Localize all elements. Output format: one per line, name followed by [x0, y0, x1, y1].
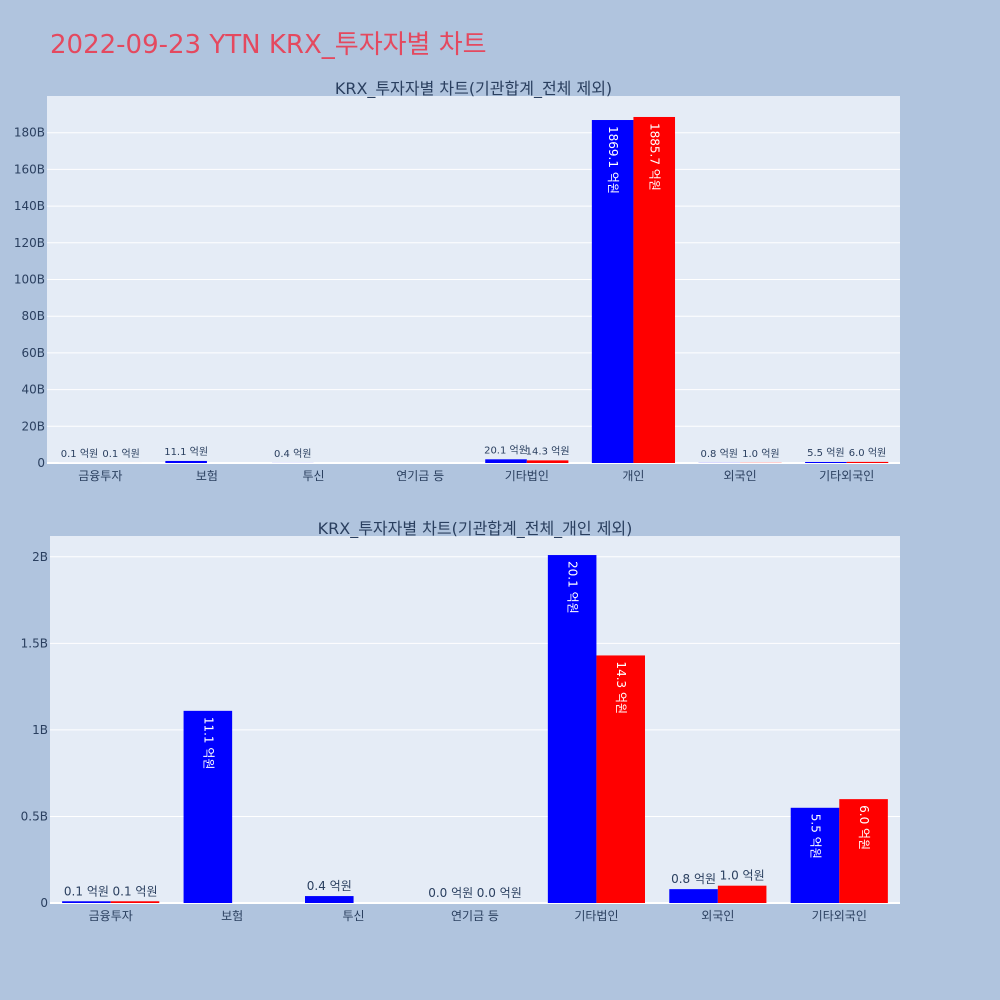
y-tick-label: 40B [21, 383, 45, 397]
y-tick-label: 180B [14, 126, 45, 140]
x-tick-label: 기타외국인 [812, 909, 867, 923]
bar-5-0 [669, 889, 718, 903]
x-tick-label: 기타법인 [505, 469, 549, 483]
data-label: 5.5 억원 [809, 814, 823, 859]
chart-bottom: KRX_투자자별 차트(기관합계_전체_개인 제외) 0 0.5B 1B 1.5B 2B 0… [21, 519, 900, 923]
y-tick-label: 0.5B [21, 809, 48, 823]
bar-7-1 [846, 461, 889, 463]
data-label: 5.5 억원 [807, 447, 844, 459]
bar-1-0 [165, 460, 207, 463]
data-label: 0.4 억원 [307, 879, 352, 893]
data-label: 1.0 억원 [742, 448, 779, 460]
data-label: 0.8 억원 [671, 872, 716, 886]
y-tick-label: 2B [32, 550, 48, 564]
y-tick-label: 0 [37, 456, 45, 470]
y-tick-label: 60B [21, 346, 45, 360]
chart-title: KRX_투자자별 차트(기관합계_전체_개인 제외) [318, 519, 633, 539]
x-tick-label: 기타법인 [574, 909, 618, 923]
x-tick-label: 보험 [196, 469, 218, 483]
data-label: 20.1 억원 [484, 444, 528, 456]
bar-5-1 [717, 885, 767, 903]
y-tick-label: 1.5B [21, 636, 48, 650]
data-label: 0.1 억원 [61, 448, 98, 460]
data-label: 11.1 억원 [164, 446, 208, 458]
data-label: 1885.7 억원 [648, 123, 662, 191]
data-label: 20.1 억원 [566, 561, 580, 614]
bar-4-0 [485, 459, 527, 463]
bar-4-1 [526, 460, 569, 463]
bar-7-0 [805, 461, 847, 463]
plot-area [50, 536, 900, 903]
data-label: 0.1 억원 [64, 884, 109, 898]
bar-1-0 [183, 710, 233, 903]
y-tick-label: 120B [14, 236, 45, 250]
y-tick-label: 100B [14, 273, 45, 287]
y-tick-label: 20B [21, 419, 45, 433]
x-tick-label: 투신 [343, 909, 365, 923]
bar-6-1 [839, 799, 888, 903]
bar-4-0 [547, 555, 597, 903]
data-label: 0.8 억원 [701, 448, 738, 460]
x-tick-label: 연기금 등 [451, 909, 499, 923]
x-tick-label: 기타외국인 [819, 469, 874, 483]
data-label: 0.0 억원 [477, 886, 522, 900]
data-label: 1.0 억원 [720, 869, 765, 883]
bar-5-0 [591, 120, 634, 464]
x-tick-label: 외국인 [724, 469, 757, 483]
x-tick-label: 금융투자 [78, 469, 122, 483]
bar-0-0 [62, 901, 111, 903]
bar-4-1 [596, 655, 645, 903]
data-label: 11.1 억원 [201, 717, 215, 770]
x-tick-label: 투신 [303, 469, 325, 483]
data-label: 14.3 억원 [526, 445, 570, 457]
data-label: 0.1 억원 [102, 448, 139, 460]
bar-5-1 [633, 116, 676, 463]
y-tick-label: 140B [14, 199, 45, 213]
data-label: 1869.1 억원 [606, 126, 620, 194]
x-tick-label: 연기금 등 [396, 469, 444, 483]
y-tick-label: 80B [21, 309, 45, 323]
data-label: 6.0 억원 [849, 447, 886, 459]
page-title: 2022-09-23 YTN KRX_투자자별 차트 [50, 30, 487, 60]
x-tick-label: 보험 [221, 909, 243, 923]
data-label: 0.4 억원 [274, 448, 311, 460]
x-tick-label: 금융투자 [89, 909, 133, 923]
y-tick-label: 160B [14, 162, 45, 176]
data-label: 6.0 억원 [857, 805, 871, 850]
chart-title: KRX_투자자별 차트(기관합계_전체 제외) [335, 79, 612, 99]
x-tick-label: 외국인 [701, 909, 734, 923]
bar-0-1 [110, 901, 160, 903]
y-tick-label: 0 [40, 896, 48, 910]
chart-top: KRX_투자자별 차트(기관합계_전체 제외) 0 20B 40B 60B 80B 100B… [14, 79, 900, 483]
bar-6-0 [790, 807, 840, 903]
data-label: 0.1 억원 [113, 884, 158, 898]
data-label: 14.3 억원 [614, 661, 628, 714]
x-tick-label: 개인 [622, 469, 644, 483]
y-tick-label: 1B [32, 723, 48, 737]
bar-2-0 [305, 896, 354, 903]
data-label: 0.0 억원 [428, 886, 473, 900]
